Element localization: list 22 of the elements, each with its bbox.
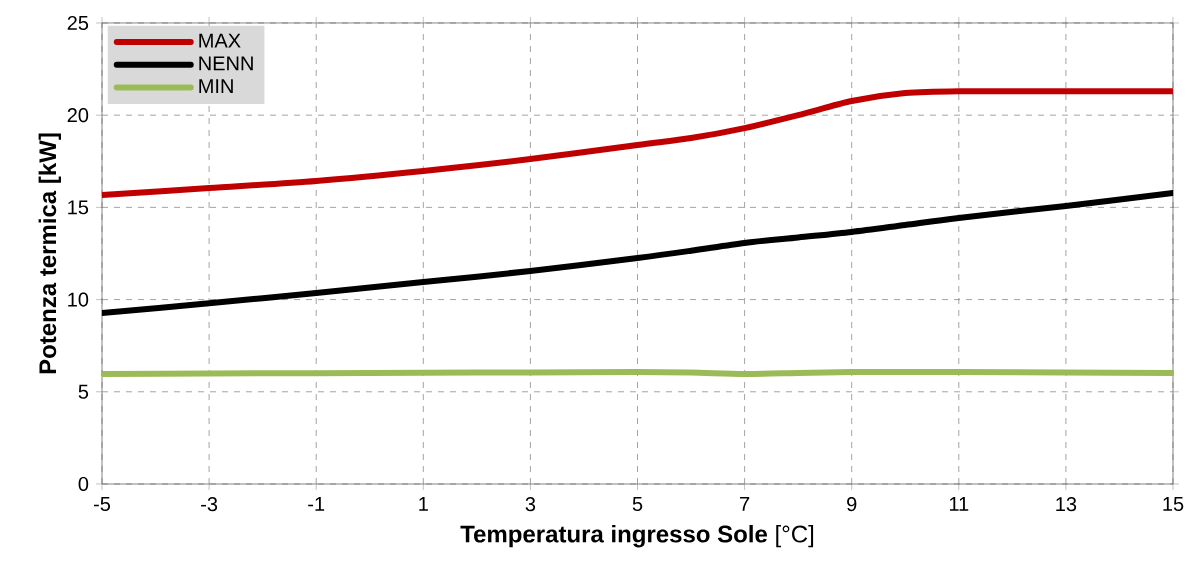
x-tick-label: 3 bbox=[525, 497, 536, 512]
legend-label: MAX bbox=[199, 33, 241, 48]
y-tick-label: 15 bbox=[68, 200, 89, 215]
x-tick-label: 15 bbox=[1163, 497, 1184, 511]
legend-label: MIN bbox=[199, 79, 233, 93]
legend-label: NENN bbox=[199, 56, 253, 71]
y-tick-label: 20 bbox=[67, 108, 89, 123]
y-tick-label: 0 bbox=[78, 476, 89, 492]
x-tick-label: -5 bbox=[94, 497, 111, 511]
x-tick-label: -1 bbox=[308, 497, 325, 511]
x-axis-title: Temperatura ingresso Sole [°C] bbox=[460, 524, 814, 548]
x-tick-label: 7 bbox=[740, 497, 750, 511]
x-tick-label: -3 bbox=[201, 497, 218, 512]
y-tick-label: 10 bbox=[68, 292, 89, 307]
x-tick-label: 13 bbox=[1056, 497, 1077, 512]
x-tick-label: 1 bbox=[419, 497, 428, 511]
x-tick-label: 5 bbox=[632, 497, 643, 511]
y-tick-label: 5 bbox=[78, 384, 89, 399]
x-tick-label: 9 bbox=[847, 497, 857, 512]
x-tick-label: 11 bbox=[949, 497, 969, 511]
y-tick-label: 25 bbox=[67, 15, 89, 31]
y-axis-title: Potenza termica [kW] bbox=[38, 133, 61, 374]
